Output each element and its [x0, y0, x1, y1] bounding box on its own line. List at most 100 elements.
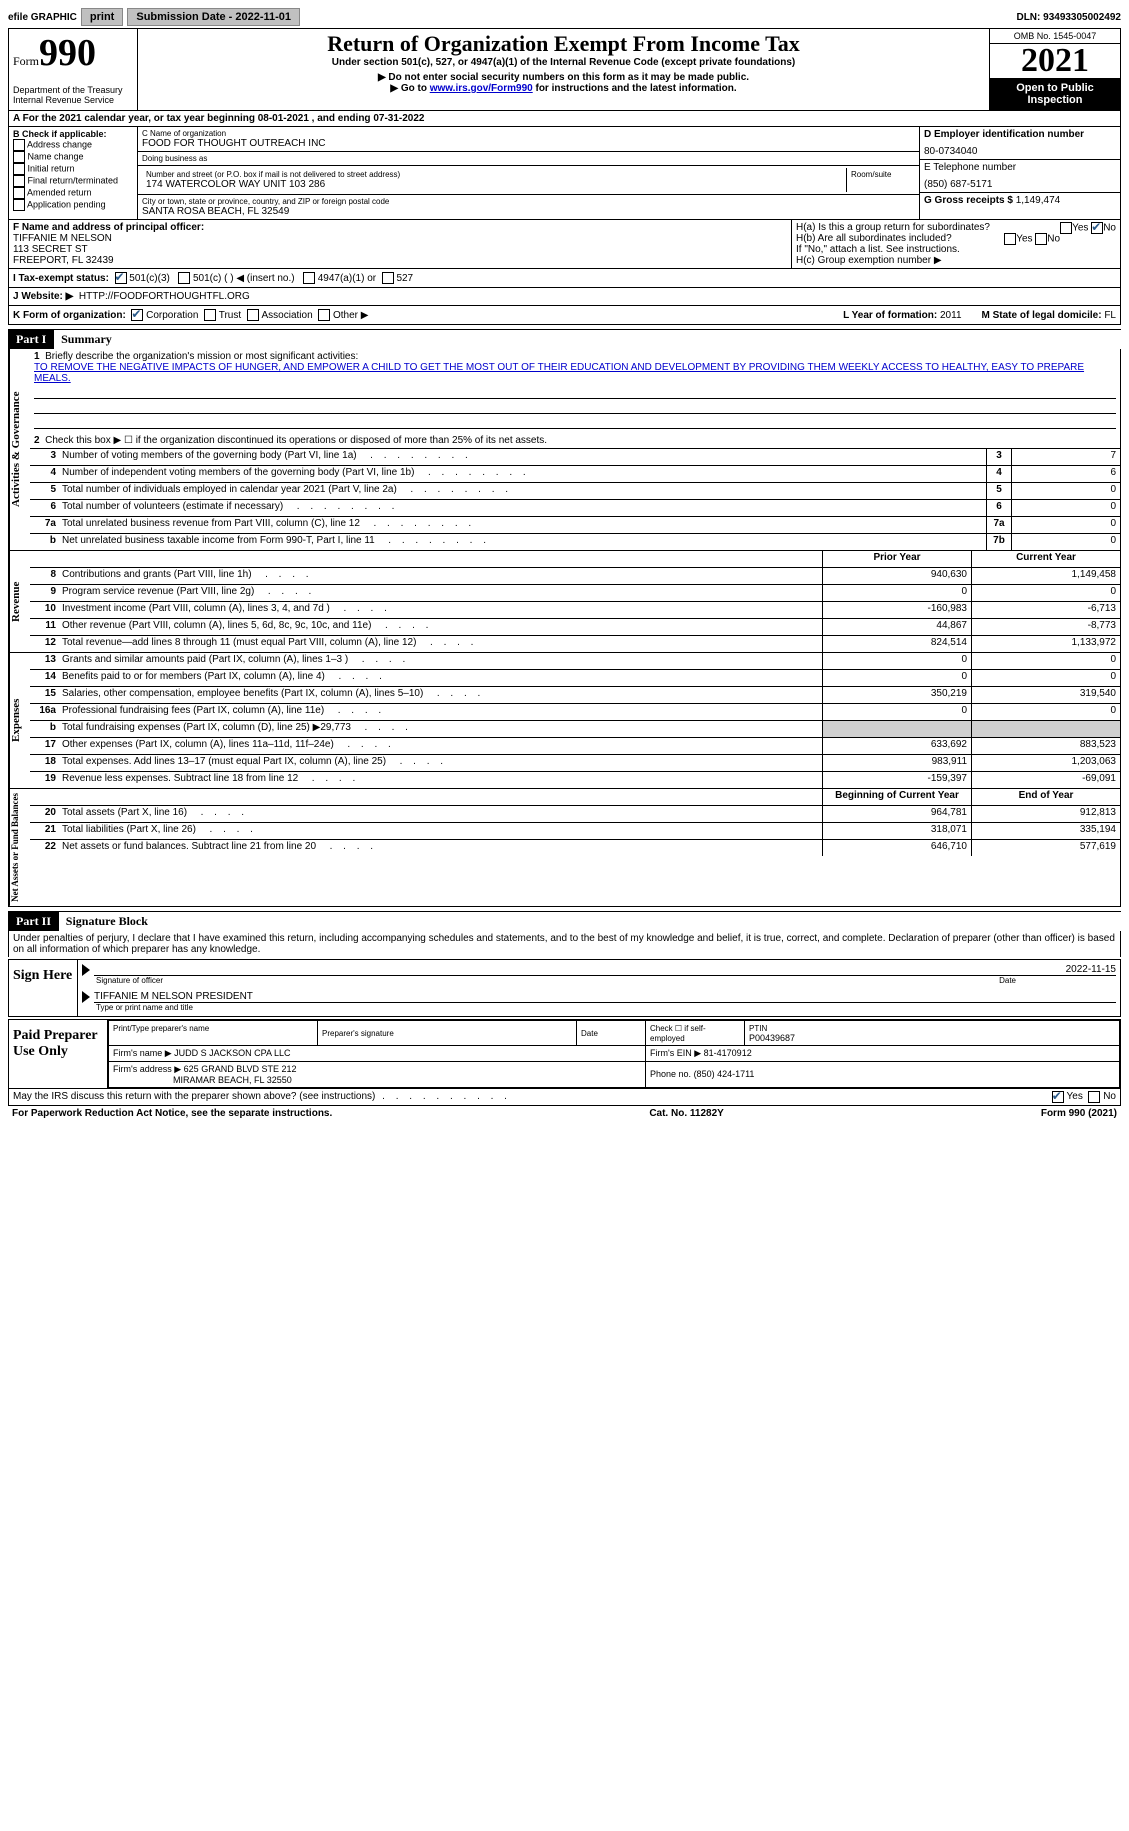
net-assets-table: Net Assets or Fund Balances Beginning of… — [8, 789, 1121, 907]
note2-post: for instructions and the latest informat… — [533, 83, 737, 94]
gross-receipts-label: G Gross receipts $ — [924, 195, 1013, 206]
activities-governance-table: Activities & Governance 1 Briefly descri… — [8, 349, 1121, 551]
irs-link[interactable]: www.irs.gov/Form990 — [430, 83, 533, 94]
part2-header-row: Part II Signature Block — [8, 911, 1121, 931]
section-b-header: B Check if applicable: — [13, 129, 133, 139]
chk-initial-return[interactable] — [13, 163, 25, 175]
note2-pre: ▶ Go to — [390, 83, 429, 94]
chk-hb-no[interactable] — [1035, 233, 1047, 245]
chk-irs-no[interactable] — [1088, 1091, 1100, 1103]
chk-amended[interactable] — [13, 187, 25, 199]
line-row: 11 Other revenue (Part VIII, column (A),… — [30, 619, 1120, 636]
form-note1: ▶ Do not enter social security numbers o… — [142, 72, 985, 83]
penalties-text: Under penalties of perjury, I declare th… — [8, 931, 1121, 957]
chk-assoc[interactable] — [247, 309, 259, 321]
line-row: 16a Professional fundraising fees (Part … — [30, 704, 1120, 721]
header-prior: Prior Year — [822, 551, 971, 567]
part1-badge: Part I — [8, 330, 54, 349]
ein-label: D Employer identification number — [924, 129, 1116, 140]
side-label-net: Net Assets or Fund Balances — [9, 789, 30, 906]
cat-no: Cat. No. 11282Y — [649, 1108, 723, 1119]
form-header: Form990 Department of the Treasury Inter… — [8, 28, 1121, 111]
website-label: J Website: ▶ — [13, 291, 73, 302]
dept-label: Department of the Treasury Internal Reve… — [13, 85, 133, 105]
hc-label: H(c) Group exemption number ▶ — [796, 255, 1116, 266]
firm-phone: (850) 424-1711 — [694, 1069, 755, 1079]
line-row: 7a Total unrelated business revenue from… — [30, 517, 1120, 534]
row-fh: F Name and address of principal officer:… — [8, 220, 1121, 269]
form-number: 990 — [39, 32, 96, 74]
city-label: City or town, state or province, country… — [142, 197, 915, 206]
mission-text: TO REMOVE THE NEGATIVE IMPACTS OF HUNGER… — [34, 362, 1084, 384]
addr-value: 174 WATERCOLOR WAY UNIT 103 286 — [146, 179, 842, 190]
chk-address-change[interactable] — [13, 139, 25, 151]
chk-irs-yes[interactable] — [1052, 1091, 1064, 1103]
line-row: 17 Other expenses (Part IX, column (A), … — [30, 738, 1120, 755]
page-footer: For Paperwork Reduction Act Notice, see … — [8, 1106, 1121, 1121]
sig-date: 2022-11-15 — [1066, 964, 1116, 975]
line1-label: Briefly describe the organization's miss… — [45, 351, 358, 362]
line-row: 13 Grants and similar amounts paid (Part… — [30, 653, 1120, 670]
section-bcd: B Check if applicable: Address change Na… — [8, 127, 1121, 220]
lbl-initial-return: Initial return — [28, 163, 75, 173]
part1-title: Summary — [61, 332, 112, 346]
firm-city: MIRAMAR BEACH, FL 32550 — [173, 1075, 292, 1085]
line-row: 14 Benefits paid to or for members (Part… — [30, 670, 1120, 687]
city-value: SANTA ROSA BEACH, FL 32549 — [142, 206, 915, 217]
print-button[interactable]: print — [81, 8, 123, 26]
chk-corp[interactable] — [131, 309, 143, 321]
chk-527[interactable] — [382, 272, 394, 284]
form-subtitle: Under section 501(c), 527, or 4947(a)(1)… — [142, 57, 985, 68]
line-row: 5 Total number of individuals employed i… — [30, 483, 1120, 500]
chk-trust[interactable] — [204, 309, 216, 321]
year-formation: 2011 — [940, 310, 962, 321]
state-domicile: FL — [1104, 310, 1116, 321]
may-irs-row: May the IRS discuss this return with the… — [8, 1089, 1121, 1106]
efile-label: efile GRAPHIC — [8, 12, 77, 23]
firm-name: JUDD S JACKSON CPA LLC — [174, 1048, 290, 1058]
line-row: 8 Contributions and grants (Part VIII, l… — [30, 568, 1120, 585]
type-name-label: Type or print name and title — [96, 1003, 1116, 1012]
line-row: 6 Total number of volunteers (estimate i… — [30, 500, 1120, 517]
officer-addr1: 113 SECRET ST — [13, 244, 787, 255]
row-j: J Website: ▶ HTTP://FOODFORTHOUGHTFL.ORG — [8, 288, 1121, 306]
officer-name: TIFFANIE M NELSON — [13, 233, 787, 244]
chk-501c[interactable] — [178, 272, 190, 284]
lbl-name-change: Name change — [28, 151, 84, 161]
chk-ha-yes[interactable] — [1060, 222, 1072, 234]
chk-hb-yes[interactable] — [1004, 233, 1016, 245]
lbl-final-return: Final return/terminated — [28, 175, 119, 185]
firm-addr: 625 GRAND BLVD STE 212 — [184, 1064, 297, 1074]
chk-name-change[interactable] — [13, 151, 25, 163]
form-org-label: K Form of organization: — [13, 310, 126, 321]
lbl-amended: Amended return — [27, 187, 92, 197]
addr-label: Number and street (or P.O. box if mail i… — [146, 170, 842, 179]
line2-label: Check this box ▶ ☐ if the organization d… — [45, 435, 547, 446]
org-name-label: C Name of organization — [142, 129, 915, 138]
dba-label: Doing business as — [142, 154, 915, 163]
chk-ha-no[interactable] — [1091, 222, 1103, 234]
sig-officer-label: Signature of officer — [96, 976, 163, 985]
org-name: FOOD FOR THOUGHT OUTREACH INC — [142, 138, 915, 149]
chk-app-pending[interactable] — [13, 199, 25, 211]
ha-label: H(a) Is this a group return for subordin… — [796, 222, 990, 233]
hb-label: H(b) Are all subordinates included? — [796, 233, 952, 244]
part2-title: Signature Block — [66, 914, 148, 928]
officer-addr2: FREEPORT, FL 32439 — [13, 255, 787, 266]
line-row: 9 Program service revenue (Part VIII, li… — [30, 585, 1120, 602]
tax-year: 2021 — [990, 44, 1120, 78]
paid-preparer-section: Paid Preparer Use Only Print/Type prepar… — [8, 1019, 1121, 1089]
room-label: Room/suite — [851, 170, 911, 179]
chk-final-return[interactable] — [13, 175, 25, 187]
chk-501c3[interactable] — [115, 272, 127, 284]
phone-value: (850) 687-5171 — [924, 179, 1116, 190]
line-row: 21 Total liabilities (Part X, line 26) .… — [30, 823, 1120, 840]
part2-badge: Part II — [8, 912, 59, 931]
line-row: 18 Total expenses. Add lines 13–17 (must… — [30, 755, 1120, 772]
phone-label: E Telephone number — [924, 162, 1116, 173]
tax-status-label: I Tax-exempt status: — [13, 273, 109, 284]
revenue-table: Revenue Prior Year Current Year 8 Contri… — [8, 551, 1121, 653]
chk-4947[interactable] — [303, 272, 315, 284]
line-row: 3 Number of voting members of the govern… — [30, 449, 1120, 466]
chk-other[interactable] — [318, 309, 330, 321]
